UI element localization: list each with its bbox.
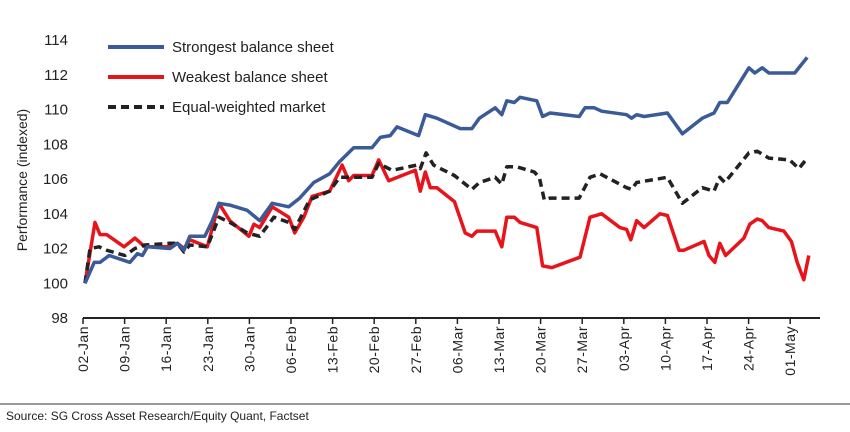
source-separator (0, 403, 850, 405)
series-line-strongest (83, 56, 809, 285)
x-tick-label: 24-Apr (741, 326, 757, 371)
y-axis-label: Performance (indexed) (14, 109, 30, 251)
x-tick-label: 27-Mar (574, 326, 590, 373)
x-tick-label: 13-Mar (491, 326, 507, 373)
x-tick-label: 03-Apr (616, 326, 632, 371)
x-tick-label: 06-Feb (283, 326, 299, 373)
y-tick-label: 98 (51, 310, 68, 327)
x-tick-label: 27-Feb (408, 326, 424, 373)
x-tick-label: 16-Jan (158, 326, 174, 372)
x-tick-label: 09-Jan (117, 326, 133, 372)
y-tick-label: 108 (43, 136, 68, 153)
x-tick-label: 13-Feb (325, 326, 341, 373)
y-axis-ticks: 98 100 102 104 106 108 110 112 114 (43, 32, 68, 327)
series-line-weakest (83, 158, 811, 284)
legend: Strongest balance sheet Weakest balance s… (108, 39, 335, 116)
series-line-equal-weighted (83, 149, 809, 284)
x-tick-label: 17-Apr (699, 326, 715, 371)
legend-label: Strongest balance sheet (172, 39, 335, 56)
series-lines (83, 56, 811, 285)
performance-line-chart: 98 100 102 104 106 108 110 112 114 Performance (… (14, 32, 820, 376)
source-note: Source: SG Cross Asset Research/Equity Q… (6, 409, 309, 423)
y-tick-label: 110 (44, 102, 68, 119)
y-tick-label: 106 (43, 171, 68, 188)
x-tick-label: 01-May (782, 326, 798, 376)
x-tick-label: 10-Apr (657, 326, 673, 371)
legend-label: Weakest balance sheet (172, 69, 328, 86)
x-tick-label: 20-Feb (366, 326, 382, 373)
legend-label: Equal-weighted market (172, 99, 326, 116)
x-tick-label: 30-Jan (241, 326, 257, 372)
y-tick-label: 102 (43, 241, 68, 258)
x-tick-label: 20-Mar (533, 326, 549, 373)
x-tick-label: 23-Jan (200, 326, 216, 372)
y-tick-label: 100 (43, 275, 68, 292)
y-tick-label: 104 (43, 206, 68, 223)
y-tick-label: 112 (44, 67, 68, 84)
y-tick-label: 114 (44, 32, 68, 49)
x-axis-ticks: 02-Jan 09-Jan 16-Jan 23-Jan 30-Jan 06-Feb 13-F… (75, 318, 798, 376)
x-tick-label: 06-Mar (449, 326, 465, 373)
x-tick-label: 02-Jan (75, 326, 91, 372)
